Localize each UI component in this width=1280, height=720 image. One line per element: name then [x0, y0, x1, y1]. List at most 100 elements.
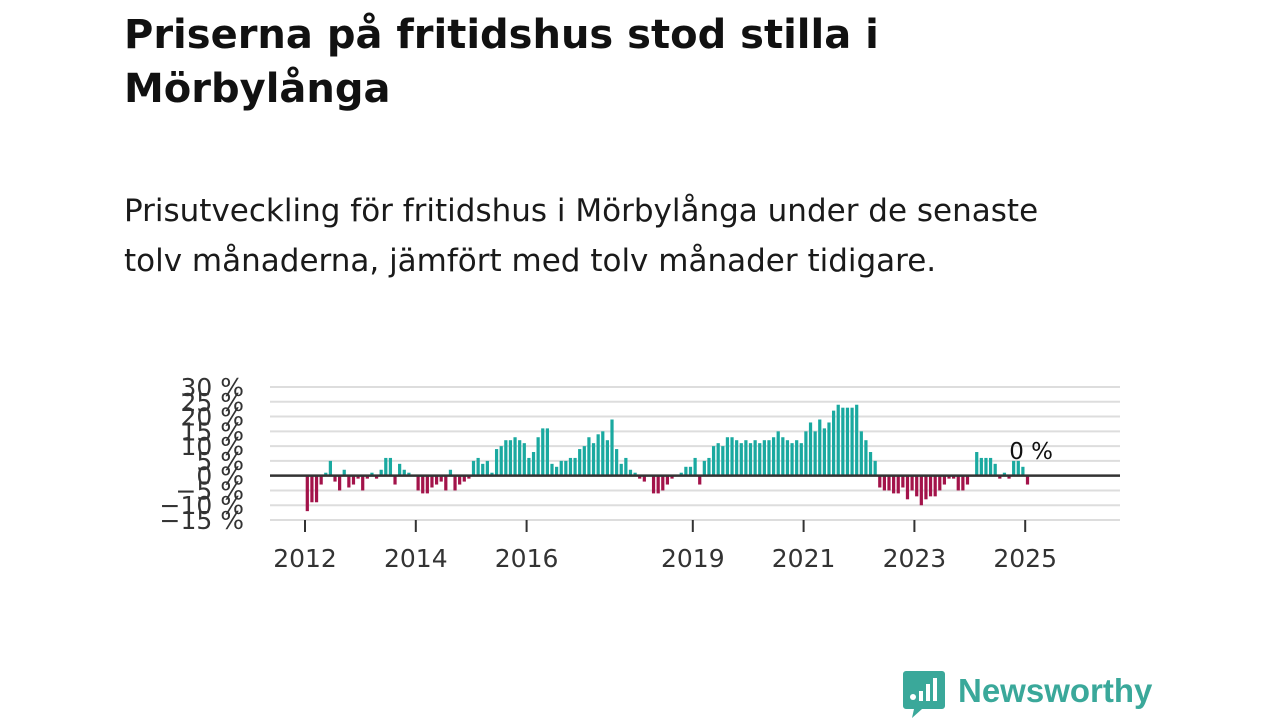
bar [905, 475, 910, 500]
bar [545, 428, 549, 476]
bar [1007, 475, 1011, 479]
bar [988, 457, 993, 476]
y-tick-label: −15 % [160, 506, 244, 535]
bar [610, 419, 614, 476]
bar [338, 475, 342, 491]
bar [421, 475, 425, 494]
bar [490, 472, 494, 476]
bar [975, 452, 979, 476]
bar [947, 475, 951, 479]
bar [804, 431, 808, 476]
x-tick-label: 2019 [661, 544, 725, 573]
bar [693, 457, 697, 476]
bar [527, 457, 531, 476]
chart-title: Priserna på fritidshus stod stilla i Mör… [124, 12, 879, 112]
bar [402, 469, 406, 476]
bar [642, 475, 646, 482]
bar-chart: 30 %25 %20 %15 %10 %5 %0 %−5 %−10 %−15 %… [160, 373, 1120, 573]
bar [578, 449, 582, 476]
bar [707, 457, 711, 476]
bar [845, 407, 850, 476]
bar [633, 472, 637, 476]
bar [439, 475, 443, 482]
newsworthy-logo-icon [903, 671, 945, 718]
bar [444, 475, 448, 491]
bar [753, 440, 757, 476]
bar [596, 434, 600, 476]
bar [467, 475, 471, 479]
bar [1021, 466, 1025, 476]
bar [605, 440, 609, 476]
bar [494, 449, 499, 476]
y-tick-label: 10 % [180, 432, 244, 461]
bar [582, 446, 586, 476]
bar [615, 449, 619, 476]
bar [721, 446, 725, 476]
bar [758, 443, 762, 476]
bar [661, 475, 665, 491]
bar [785, 440, 790, 476]
bar [1002, 472, 1007, 476]
bar [324, 472, 328, 476]
bar [896, 475, 900, 494]
bar [859, 431, 863, 476]
x-tick-label: 2012 [273, 544, 337, 573]
bar [374, 475, 379, 479]
bar [568, 457, 573, 476]
bar [365, 475, 369, 479]
bar [508, 440, 513, 476]
bar [1012, 460, 1016, 476]
bar [407, 472, 411, 476]
bar [915, 475, 919, 497]
bar [781, 437, 785, 476]
bar [670, 475, 674, 479]
bar [702, 460, 706, 476]
bar [541, 428, 545, 476]
bar [984, 457, 988, 476]
bar [333, 475, 337, 482]
bar [864, 440, 868, 476]
bar [328, 460, 332, 476]
bar [587, 437, 591, 476]
bar [873, 460, 877, 476]
bar [398, 463, 402, 476]
bar [319, 475, 323, 485]
bar [476, 457, 480, 476]
bar [504, 440, 508, 476]
bar [822, 428, 826, 476]
bar [638, 475, 642, 479]
bar [993, 463, 997, 476]
bar [836, 404, 840, 476]
bar [771, 437, 776, 476]
bar [665, 475, 670, 485]
bar [711, 446, 716, 476]
bar [762, 440, 766, 476]
bar [919, 475, 923, 506]
bar [808, 422, 813, 476]
bar [1016, 460, 1020, 476]
bar [868, 452, 873, 476]
bar [739, 443, 743, 476]
bar [656, 475, 660, 494]
bar [388, 457, 393, 476]
bar [730, 437, 734, 476]
bar [513, 437, 517, 476]
y-tick-label: 25 % [180, 388, 244, 417]
bar [531, 452, 536, 476]
bar [462, 475, 466, 482]
newsworthy-brand[interactable]: Newsworthy [902, 669, 1162, 719]
bar [453, 475, 457, 491]
bar [1025, 475, 1030, 485]
bar [882, 475, 886, 491]
bar [818, 419, 822, 476]
bar [499, 446, 503, 476]
bar [458, 475, 462, 485]
bar [827, 422, 831, 476]
chart-subtitle: Prisutveckling för fritidshus i Mörbylån… [124, 193, 1039, 279]
bar [735, 440, 739, 476]
bar [841, 407, 845, 476]
bar [351, 475, 356, 485]
bar [924, 475, 928, 500]
bar [799, 443, 803, 476]
y-tick-label: 15 % [180, 417, 244, 446]
